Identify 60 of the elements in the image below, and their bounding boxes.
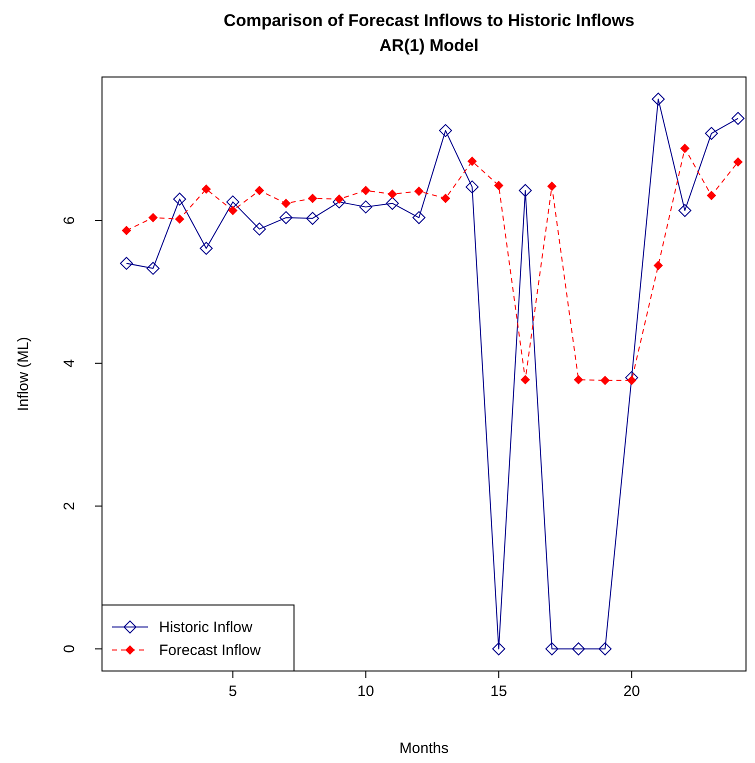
x-tick-label: 10: [357, 683, 374, 700]
point: [228, 206, 238, 216]
point: [680, 144, 690, 153]
point: [441, 194, 450, 203]
point: [359, 200, 372, 214]
point: [545, 642, 558, 656]
y-tick-label: 0: [61, 644, 78, 654]
point: [627, 376, 636, 385]
x-tick-label: 15: [490, 683, 508, 700]
point: [574, 375, 583, 384]
y-axis-title: Inflow (ML): [15, 336, 32, 412]
point: [704, 126, 718, 140]
point: [120, 256, 133, 270]
y-tick-label: 4: [61, 359, 78, 368]
point: [494, 181, 504, 190]
point: [148, 213, 158, 222]
point: [308, 194, 318, 203]
point: [678, 204, 692, 218]
legend-label: Forecast Inflow: [159, 642, 261, 659]
point: [547, 182, 556, 191]
point: [652, 92, 665, 106]
point: [706, 191, 716, 200]
point: [466, 180, 479, 194]
point: [600, 376, 610, 385]
point: [202, 184, 211, 194]
point: [252, 222, 266, 236]
point: [282, 198, 290, 208]
point: [200, 242, 213, 255]
point: [254, 186, 264, 196]
point: [146, 262, 160, 275]
point: [439, 124, 452, 138]
chart-title: Comparison of Forecast Inflows to Historic Inflows: [224, 11, 634, 30]
point: [226, 195, 240, 208]
point: [572, 642, 585, 656]
point: [388, 190, 397, 199]
point: [468, 156, 477, 166]
point: [492, 642, 506, 656]
legend-label: Historic Inflow: [159, 619, 253, 636]
point: [734, 157, 743, 166]
point: [280, 211, 292, 224]
y-tick-label: 6: [61, 216, 78, 225]
point: [361, 186, 370, 196]
y-tick-label: 2: [61, 502, 78, 510]
point: [412, 211, 426, 224]
point: [518, 184, 532, 198]
chart-subtitle: AR(1) Model: [379, 36, 479, 55]
point: [732, 112, 745, 125]
x-axis-title: Months: [399, 740, 449, 757]
point: [386, 196, 399, 210]
x-tick-label: 5: [228, 683, 237, 700]
point: [334, 194, 344, 204]
point: [598, 642, 612, 656]
point: [173, 192, 186, 206]
point: [520, 375, 530, 384]
point: [414, 186, 424, 196]
point: [306, 212, 320, 225]
point: [122, 226, 131, 235]
x-tick-label: 20: [623, 683, 640, 700]
point: [654, 260, 663, 270]
point: [175, 214, 184, 224]
